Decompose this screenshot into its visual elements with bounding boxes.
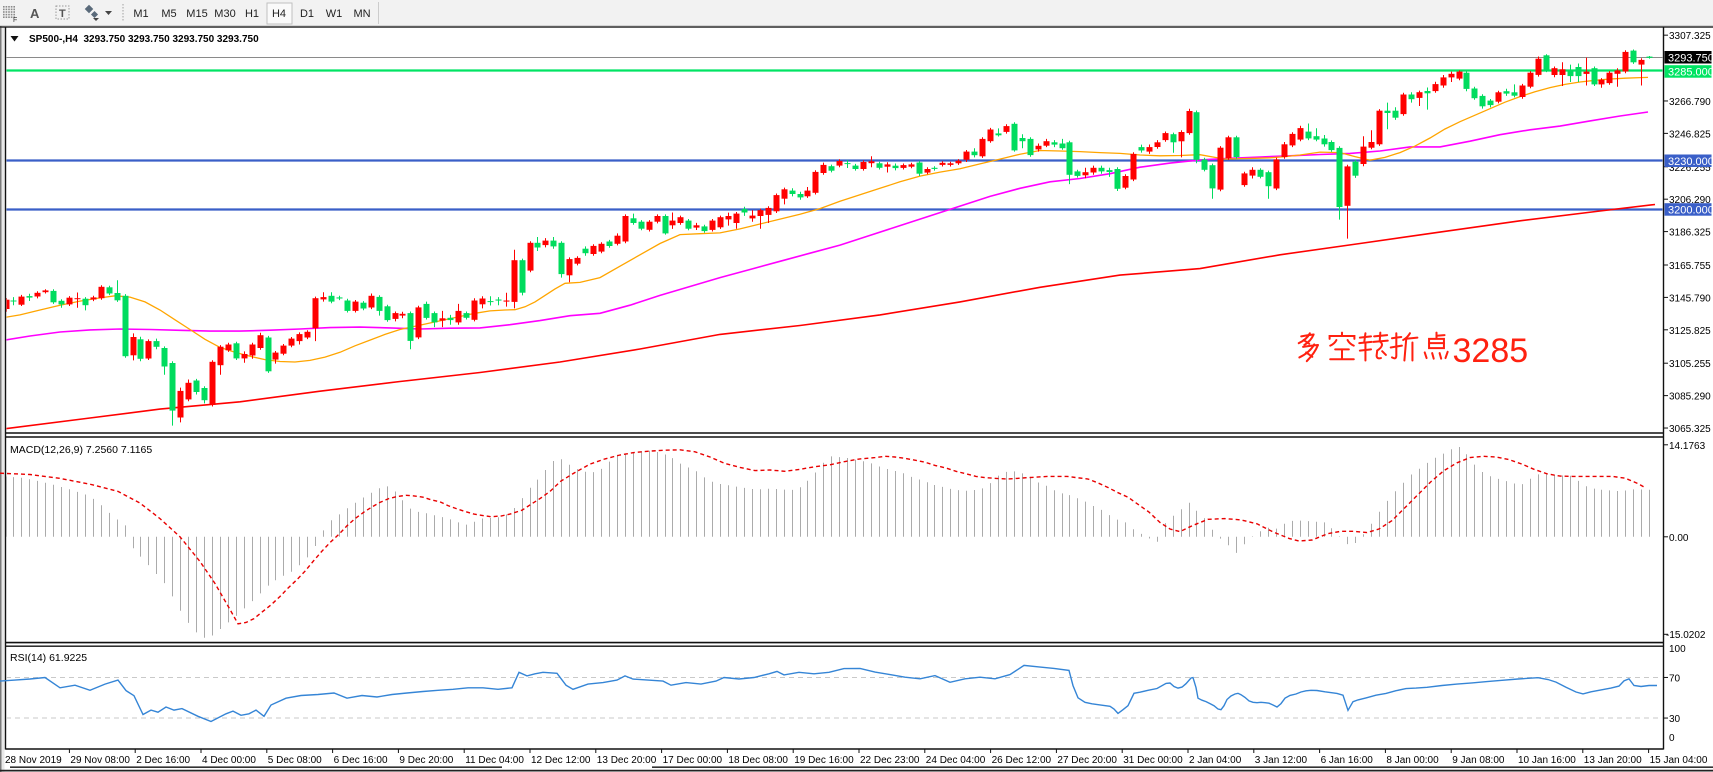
svg-text:10 Jan 16:00: 10 Jan 16:00 <box>1518 755 1576 766</box>
svg-text:0: 0 <box>1669 733 1675 744</box>
svg-text:19 Dec 16:00: 19 Dec 16:00 <box>794 755 854 766</box>
svg-text:17 Dec 00:00: 17 Dec 00:00 <box>663 755 723 766</box>
svg-text:M5: M5 <box>161 8 176 20</box>
svg-text:6 Jan 16:00: 6 Jan 16:00 <box>1321 755 1374 766</box>
svg-text:100: 100 <box>1669 644 1686 655</box>
svg-text:M30: M30 <box>214 8 235 20</box>
svg-text:31 Dec 00:00: 31 Dec 00:00 <box>1123 755 1183 766</box>
svg-text:2 Dec 16:00: 2 Dec 16:00 <box>136 755 190 766</box>
svg-text:A: A <box>30 6 40 21</box>
svg-text:22 Dec 23:00: 22 Dec 23:00 <box>860 755 920 766</box>
svg-text:3206.290: 3206.290 <box>1669 195 1711 206</box>
svg-text:MACD(12,26,9) 7.2560 7.1165: MACD(12,26,9) 7.2560 7.1165 <box>10 444 152 456</box>
svg-text:2 Jan 04:00: 2 Jan 04:00 <box>1189 755 1242 766</box>
svg-text:3125.825: 3125.825 <box>1669 326 1711 337</box>
svg-text:3285: 3285 <box>1453 332 1529 370</box>
svg-text:28 Nov 2019: 28 Nov 2019 <box>5 755 62 766</box>
svg-text:27 Dec 20:00: 27 Dec 20:00 <box>1057 755 1117 766</box>
svg-text:H1: H1 <box>245 8 259 20</box>
svg-text:3266.790: 3266.790 <box>1669 97 1711 108</box>
svg-text:6 Dec 16:00: 6 Dec 16:00 <box>334 755 388 766</box>
svg-text:3230.000: 3230.000 <box>1668 156 1713 168</box>
svg-text:0.00: 0.00 <box>1669 533 1689 544</box>
svg-text:14.1763: 14.1763 <box>1669 441 1706 452</box>
svg-text:M1: M1 <box>133 8 148 20</box>
svg-text:8 Jan 00:00: 8 Jan 00:00 <box>1386 755 1439 766</box>
svg-text:3200.000: 3200.000 <box>1668 205 1713 217</box>
svg-text:24 Dec 04:00: 24 Dec 04:00 <box>926 755 986 766</box>
svg-text:-15.0202: -15.0202 <box>1666 630 1706 641</box>
svg-text:3307.325: 3307.325 <box>1669 31 1711 42</box>
svg-text:5 Dec 08:00: 5 Dec 08:00 <box>268 755 322 766</box>
svg-text:D1: D1 <box>300 8 314 20</box>
svg-text:3246.825: 3246.825 <box>1669 129 1711 140</box>
svg-text:3293.750: 3293.750 <box>1668 53 1713 65</box>
svg-text:3105.255: 3105.255 <box>1669 359 1711 370</box>
svg-text:26 Dec 12:00: 26 Dec 12:00 <box>992 755 1052 766</box>
svg-text:M15: M15 <box>186 8 207 20</box>
svg-text:3065.325: 3065.325 <box>1669 424 1711 435</box>
svg-text:12 Dec 12:00: 12 Dec 12:00 <box>531 755 591 766</box>
svg-text:W1: W1 <box>326 8 343 20</box>
svg-text:3165.755: 3165.755 <box>1669 261 1711 272</box>
svg-text:9 Jan 08:00: 9 Jan 08:00 <box>1452 755 1505 766</box>
svg-text:3 Jan 12:00: 3 Jan 12:00 <box>1255 755 1308 766</box>
svg-text:18 Dec 08:00: 18 Dec 08:00 <box>728 755 788 766</box>
svg-text:29 Nov 08:00: 29 Nov 08:00 <box>70 755 130 766</box>
svg-text:11 Dec 04:00: 11 Dec 04:00 <box>465 755 524 766</box>
svg-text:13 Jan 20:00: 13 Jan 20:00 <box>1584 755 1642 766</box>
svg-text:15 Jan 04:00: 15 Jan 04:00 <box>1650 755 1708 766</box>
svg-text:H4: H4 <box>272 8 286 20</box>
svg-text:MN: MN <box>353 8 370 20</box>
svg-text:RSI(14) 61.9225: RSI(14) 61.9225 <box>10 652 87 664</box>
svg-text:3226.255: 3226.255 <box>1669 163 1711 174</box>
svg-text:4 Dec 00:00: 4 Dec 00:00 <box>202 755 256 766</box>
svg-text:13 Dec 20:00: 13 Dec 20:00 <box>597 755 657 766</box>
svg-text:3085.290: 3085.290 <box>1669 392 1711 403</box>
svg-text:3285.000: 3285.000 <box>1668 67 1713 79</box>
svg-text:SP500-,H4 3293.750 3293.750 3: SP500-,H4 3293.750 3293.750 3293.750 329… <box>29 34 259 45</box>
svg-text:3145.790: 3145.790 <box>1669 293 1711 304</box>
svg-text:T: T <box>59 8 66 20</box>
svg-text:70: 70 <box>1669 673 1681 684</box>
svg-text:3186.325: 3186.325 <box>1669 228 1711 239</box>
svg-text:30: 30 <box>1669 714 1681 725</box>
svg-text:9 Dec 20:00: 9 Dec 20:00 <box>399 755 453 766</box>
svg-text:F: F <box>13 17 17 24</box>
